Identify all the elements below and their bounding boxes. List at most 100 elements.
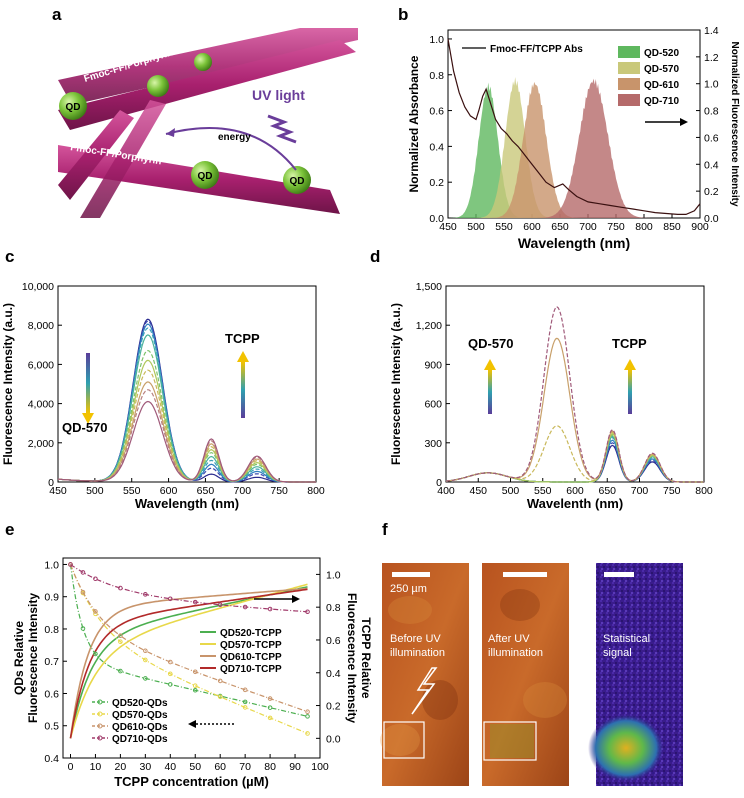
y-tick-label: 0.9 bbox=[44, 592, 59, 604]
x-tick-label: 700 bbox=[631, 485, 649, 497]
qd-ratio-point bbox=[217, 678, 223, 684]
x-tick-label: 100 bbox=[311, 761, 329, 773]
qd-ratio-point bbox=[118, 639, 123, 645]
x-tick-label: 70 bbox=[239, 761, 251, 773]
legend-label: Fmoc-FF/TCPP Abs bbox=[490, 44, 583, 55]
y-axis-label: Normalized Absorbance bbox=[407, 55, 421, 192]
legend-label: QD570-QDs bbox=[112, 710, 168, 721]
qd-emission-area bbox=[448, 82, 700, 218]
qd-ratio-line bbox=[69, 564, 308, 717]
y-tick-label: 0.4 bbox=[44, 753, 59, 765]
legend-label: QD-570 bbox=[644, 64, 679, 75]
spectrum-line bbox=[57, 389, 316, 483]
y-tick-label: 2,000 bbox=[28, 438, 54, 450]
y-tick-label: 0.5 bbox=[44, 721, 59, 733]
x-tick-label: 550 bbox=[123, 485, 141, 497]
qd-ratio-point bbox=[80, 626, 86, 631]
qd-dot: QD bbox=[283, 166, 311, 194]
y2-tick-label: 0.6 bbox=[326, 635, 341, 647]
y2-tick-label: 0.0 bbox=[704, 213, 719, 225]
x-tick-label: 60 bbox=[214, 761, 226, 773]
panel-e-label: e bbox=[5, 520, 14, 539]
x-tick-label: 600 bbox=[566, 485, 584, 497]
panel-f-label: f bbox=[382, 520, 388, 539]
y2-tick-label: 1.4 bbox=[704, 25, 719, 37]
legend-label: QD520-QDs bbox=[112, 698, 168, 709]
gradient-arrow-icon bbox=[628, 370, 632, 414]
x-tick-label: 40 bbox=[164, 761, 176, 773]
x-tick-label: 10 bbox=[90, 761, 102, 773]
caption-before-uv: Before UV illumination bbox=[390, 633, 445, 659]
y2-tick-label: 0.6 bbox=[704, 132, 719, 144]
x-tick-label: 450 bbox=[439, 221, 457, 233]
x-tick-label: 750 bbox=[663, 485, 681, 497]
y-tick-label: 300 bbox=[424, 438, 442, 450]
y-tick-label: 4,000 bbox=[28, 399, 54, 411]
qd-ratio-point bbox=[242, 705, 248, 710]
x-tick-label: 700 bbox=[579, 221, 597, 233]
legend-label: QD710-TCPP bbox=[220, 664, 282, 675]
y2-tick-label: 0.4 bbox=[704, 159, 719, 171]
panel-b-chart: b 450 500 550 600 650 700 750 800 850 9000.00.20.… bbox=[398, 5, 740, 251]
x-tick-label: 800 bbox=[695, 485, 713, 497]
y2-tick-label: 0.2 bbox=[704, 186, 719, 198]
qd-ratio-point bbox=[267, 715, 273, 721]
y-tick-label: 0.2 bbox=[429, 177, 444, 189]
qd-emission-area bbox=[448, 78, 700, 218]
spectrum-line bbox=[57, 334, 316, 483]
y-tick-label: 1.0 bbox=[429, 34, 444, 46]
qd-dot bbox=[194, 53, 212, 71]
scale-bar-label: 250 µm bbox=[390, 583, 427, 595]
x-tick-label: 750 bbox=[607, 221, 625, 233]
annotation-qd570: QD-570 bbox=[468, 336, 514, 351]
legend-label: QD-520 bbox=[644, 48, 679, 59]
qd-dot: QD bbox=[59, 92, 87, 120]
y2-tick-label: 0.4 bbox=[326, 668, 341, 680]
x-tick-label: 600 bbox=[160, 485, 178, 497]
legend-label: QD710-QDs bbox=[112, 734, 168, 745]
y-tick-label: 0 bbox=[48, 477, 54, 489]
panel-a-illustration: a QD QD QD Fmoc-FF/Porphyrin Fmoc-FF/Por… bbox=[52, 5, 358, 218]
qd-ratio-line bbox=[70, 564, 308, 613]
y2-tick-label: 1.0 bbox=[326, 569, 341, 581]
spectrum-line bbox=[57, 320, 316, 483]
x-axis-label: Wavelength (nm) bbox=[518, 235, 630, 251]
plot-frame bbox=[445, 285, 705, 483]
legend-marker bbox=[97, 699, 103, 705]
arrow-head-icon bbox=[624, 359, 636, 370]
qd-ratio-point bbox=[242, 699, 248, 705]
qd-emission-area bbox=[448, 77, 700, 218]
qd-ratio-line bbox=[69, 564, 308, 713]
panel-e-chart: e 0 10 20 30 40 50 60 70 80 90 100 0.4 0.5 0.6 0.7 0.8 0… bbox=[5, 520, 373, 789]
qd-ratio-point bbox=[192, 687, 198, 693]
plot-frame bbox=[62, 557, 321, 759]
qd-ratio-point bbox=[118, 585, 123, 591]
qd-ratio-point bbox=[192, 669, 198, 675]
x-tick-label: 500 bbox=[467, 221, 485, 233]
panel-d-chart: d 400 450 500 550 600 650 700 750 800 0 300 600 900 1… bbox=[370, 247, 713, 511]
spectrum-line bbox=[57, 323, 316, 483]
x-tick-label: 850 bbox=[663, 221, 681, 233]
arrow-head-icon bbox=[237, 351, 249, 362]
caption-after-uv: After UV illumination bbox=[488, 633, 543, 659]
gradient-arrow-icon bbox=[488, 370, 492, 414]
tcpp-ratio-line bbox=[69, 587, 308, 739]
x-tick-label: 20 bbox=[115, 761, 127, 773]
qd-ratio-point bbox=[118, 668, 123, 674]
qd-ratio-point bbox=[143, 657, 148, 663]
y2-tick-label: 1.2 bbox=[704, 52, 719, 64]
x-tick-label: 0 bbox=[68, 761, 74, 773]
spectrum-line bbox=[57, 327, 316, 483]
legend-marker bbox=[97, 735, 103, 741]
qd-ratio-point bbox=[217, 602, 223, 608]
qd-ratio-point bbox=[192, 683, 198, 689]
y-tick-label: 0.4 bbox=[429, 141, 444, 153]
y-tick-label: 0.0 bbox=[429, 213, 444, 225]
uv-light-label: UV light bbox=[252, 87, 305, 103]
panel-b-label: b bbox=[398, 5, 408, 24]
spectrum-line bbox=[57, 349, 316, 483]
y-tick-label: 6,000 bbox=[28, 359, 54, 371]
legend-label: QD610-TCPP bbox=[220, 652, 282, 663]
qd-ratio-point bbox=[267, 705, 273, 710]
qd-ratio-point bbox=[93, 609, 98, 614]
